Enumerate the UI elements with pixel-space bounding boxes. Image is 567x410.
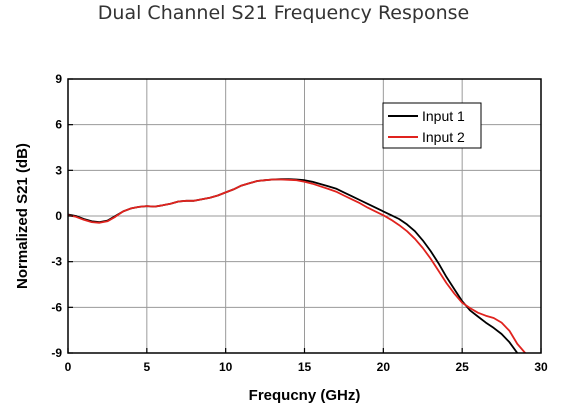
x-tick-label: 25 [455, 360, 469, 374]
y-tick-label: 9 [55, 72, 62, 86]
legend-label-input-2: Input 2 [422, 129, 465, 145]
series-line-input-1 [68, 178, 519, 353]
y-tick-label: 3 [55, 163, 62, 177]
legend: Input 1 Input 2 [382, 102, 482, 149]
x-axis-label: Frequcny (GHz) [249, 387, 361, 404]
legend-box [382, 102, 482, 149]
y-axis-label: Normalized S21 (dB) [14, 143, 31, 289]
x-tick-label: 20 [377, 360, 391, 374]
x-tick-label: 10 [219, 360, 233, 374]
y-tick-label: -9 [51, 346, 62, 360]
y-tick-label: 0 [55, 209, 62, 223]
x-tick-label: 15 [298, 360, 312, 374]
series-layer [68, 178, 527, 353]
x-tick-label: 30 [534, 360, 548, 374]
y-tick-label: 6 [55, 118, 62, 132]
x-tick-label: 0 [65, 360, 72, 374]
axis-ticks: 0 5 10 15 20 25 30 -9 -6 -3 0 3 6 9 [51, 72, 548, 374]
series-line-input-2 [68, 178, 527, 353]
x-tick-label: 5 [143, 360, 150, 374]
chart-title: Dual Channel S21 Frequency Response [97, 2, 470, 24]
legend-label-input-1: Input 1 [422, 108, 465, 124]
y-tick-label: -6 [51, 300, 62, 314]
y-tick-label: -3 [51, 255, 62, 269]
